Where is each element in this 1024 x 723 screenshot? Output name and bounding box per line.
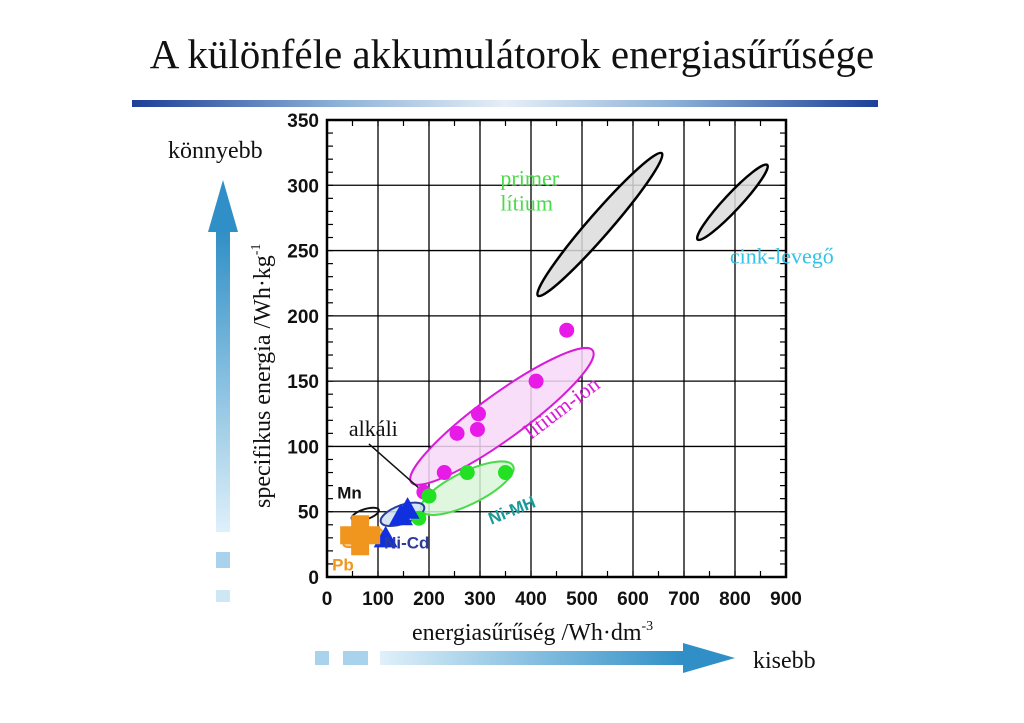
region-primer-litium bbox=[536, 151, 664, 298]
point-litium-ion bbox=[469, 421, 485, 437]
point-ni-mh bbox=[459, 465, 475, 481]
y-tick-label: 50 bbox=[298, 503, 319, 524]
smaller-label: kisebb bbox=[753, 648, 816, 674]
point-litium-ion bbox=[436, 465, 452, 481]
x-tick-label: 200 bbox=[413, 589, 445, 610]
point-litium-ion bbox=[528, 373, 544, 389]
point-litium-ion bbox=[449, 425, 465, 441]
region-label-ni-cd: Ni-Cd bbox=[384, 533, 429, 552]
y-tick-label: 250 bbox=[287, 242, 319, 263]
point-ni-mh bbox=[498, 465, 513, 481]
y-tick-label: 100 bbox=[287, 437, 319, 458]
plot-frame bbox=[325, 118, 788, 579]
point-pb bbox=[340, 515, 381, 556]
region-label-pb: Pb bbox=[332, 555, 354, 574]
y-tick-label: 150 bbox=[287, 372, 319, 393]
point-ni-mh bbox=[421, 488, 437, 504]
x-tick-label: 300 bbox=[464, 589, 496, 610]
y-tick-label: 200 bbox=[287, 307, 319, 328]
region-label-cink-levego: cink-levegő bbox=[730, 244, 834, 269]
x-tick-label: 700 bbox=[668, 589, 700, 610]
right-arrow bbox=[315, 643, 735, 673]
plot-area bbox=[327, 120, 786, 577]
region-litium-ion bbox=[409, 346, 595, 486]
annotation-pointer bbox=[368, 443, 427, 496]
y-tick-label: 0 bbox=[308, 568, 319, 589]
svg-text:specifikus energia /Wh·kg-1: specifikus energia /Wh·kg-1 bbox=[249, 244, 276, 508]
x-tick-label: 600 bbox=[617, 589, 649, 610]
region-cink-levego bbox=[695, 163, 769, 242]
x-tick-label: 400 bbox=[515, 589, 547, 610]
up-arrow bbox=[208, 180, 238, 602]
x-tick-label: 900 bbox=[770, 589, 802, 610]
title-divider bbox=[132, 100, 878, 107]
x-axis-label: energiasűrűség /Wh·dm-3 bbox=[412, 619, 653, 646]
x-tick-label: 100 bbox=[362, 589, 394, 610]
annotation-alkali: alkáli bbox=[349, 416, 398, 441]
region-label-primer-litium: primer lítium bbox=[500, 165, 559, 215]
x-tick-label: 800 bbox=[719, 589, 751, 610]
y-tick-label: 300 bbox=[287, 176, 319, 197]
y-axis-label: specifikus energia /Wh·kg-1 bbox=[249, 244, 276, 508]
x-tick-label: 500 bbox=[566, 589, 598, 610]
point-litium-ion bbox=[559, 322, 575, 338]
lighter-label: könnyebb bbox=[168, 138, 263, 164]
point-alkali bbox=[395, 497, 420, 519]
point-litium-ion bbox=[470, 406, 486, 422]
page-title: A különféle akkumulátorok energiasűrűség… bbox=[149, 31, 875, 77]
y-tick-label: 350 bbox=[287, 111, 319, 132]
x-tick-label: 0 bbox=[322, 589, 333, 610]
region-label-mn: Mn bbox=[337, 484, 362, 503]
